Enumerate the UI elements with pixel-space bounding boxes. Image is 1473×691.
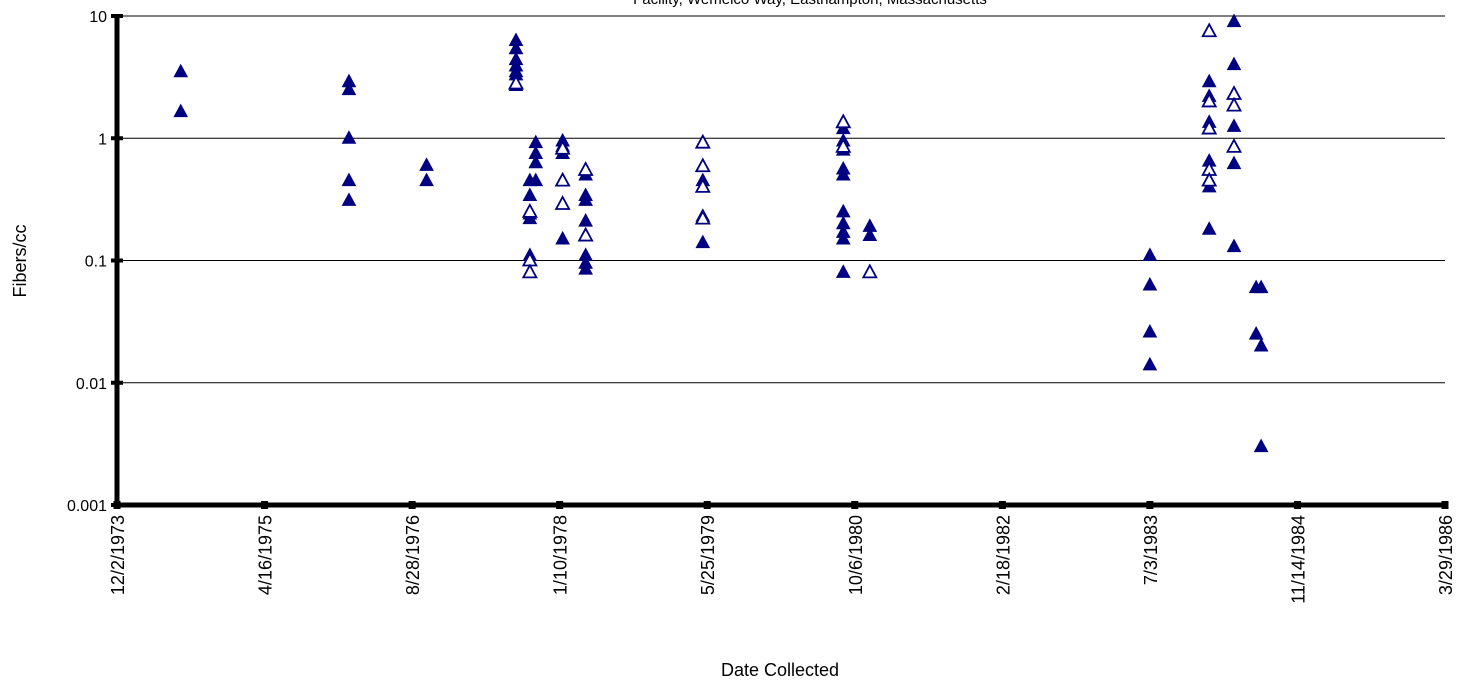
- data-point-open-triangle: [554, 139, 571, 155]
- data-point-filled-triangle: [1142, 323, 1158, 338]
- data-point-open-triangle: [694, 209, 711, 225]
- y-tick-label: 0.001: [67, 498, 107, 515]
- data-point-filled-triangle: [1248, 326, 1264, 340]
- x-tick-mark: [1441, 501, 1449, 509]
- data-point-filled-triangle: [578, 261, 593, 275]
- data-point-filled-triangle: [419, 157, 434, 171]
- data-point-open-triangle: [521, 263, 538, 279]
- y-tick-label: 0.01: [76, 376, 107, 393]
- data-point-open-triangle: [1201, 119, 1218, 135]
- x-tick-mark: [1293, 501, 1301, 509]
- data-point-open-triangle: [1201, 171, 1218, 187]
- data-point-open-triangle: [861, 263, 878, 279]
- x-tick-mark: [1146, 501, 1154, 509]
- data-point-open-triangle: [507, 74, 525, 90]
- x-tick-mark: [408, 501, 416, 509]
- data-point-open-triangle: [694, 133, 711, 149]
- x-tick-mark: [998, 501, 1006, 509]
- data-point-filled-triangle: [1253, 337, 1269, 352]
- data-point-open-triangle: [577, 226, 594, 242]
- data-point-filled-triangle: [1142, 247, 1158, 261]
- data-point-filled-triangle: [341, 130, 357, 144]
- x-tick-mark: [851, 501, 859, 509]
- chart-title: Facility, Wemelco Way, Easthampton, Mass…: [633, 0, 987, 8]
- data-point-filled-triangle: [419, 172, 434, 187]
- data-point-filled-triangle: [1253, 438, 1269, 453]
- data-point-filled-triangle: [1142, 276, 1158, 291]
- data-point-filled-triangle: [835, 167, 851, 181]
- x-tick-mark: [556, 501, 564, 509]
- x-tick-label: 12/2/1973: [108, 515, 128, 595]
- x-tick-label: 7/3/1983: [1141, 515, 1161, 585]
- data-point-filled-triangle: [1226, 238, 1242, 253]
- x-tick-label: 1/10/1978: [551, 515, 571, 595]
- x-tick-label: 4/16/1975: [256, 515, 276, 595]
- data-point-filled-triangle: [528, 154, 544, 169]
- data-point-open-triangle: [694, 178, 711, 193]
- data-point-filled-triangle: [522, 187, 538, 202]
- x-tick-label: 11/14/1984: [1288, 515, 1308, 604]
- data-point-filled-triangle: [173, 103, 189, 118]
- x-tick-label: 2/18/1982: [993, 515, 1013, 595]
- data-point-filled-triangle: [1201, 221, 1217, 235]
- data-point-filled-triangle: [528, 172, 544, 187]
- x-tick-label: 8/28/1976: [403, 515, 423, 595]
- data-point-filled-triangle: [341, 172, 357, 187]
- data-point-filled-triangle: [1201, 73, 1217, 88]
- data-point-filled-triangle: [835, 230, 851, 245]
- data-point-filled-triangle: [862, 227, 878, 242]
- data-point-filled-triangle: [555, 230, 570, 245]
- data-point-open-triangle: [577, 161, 594, 176]
- x-tick-mark: [261, 501, 269, 509]
- data-point-open-triangle: [1201, 22, 1218, 38]
- x-tick-mark: [703, 501, 711, 509]
- data-point-open-triangle: [554, 171, 571, 187]
- data-point-open-triangle: [554, 195, 571, 210]
- data-point-open-triangle: [1225, 137, 1243, 153]
- y-tick-label: 10: [89, 9, 107, 26]
- data-point-filled-triangle: [578, 213, 593, 227]
- data-point-filled-triangle: [1226, 13, 1242, 28]
- x-axis-title: Date Collected: [721, 660, 839, 680]
- data-point-filled-triangle: [578, 192, 593, 206]
- data-points: [173, 13, 1269, 453]
- data-point-filled-triangle: [341, 192, 357, 206]
- data-point-filled-triangle: [1226, 155, 1242, 170]
- x-tick-mark: [113, 501, 121, 509]
- data-point-filled-triangle: [173, 63, 189, 78]
- grid-lines: [117, 15, 1445, 384]
- x-tick-label: 3/29/1986: [1436, 515, 1456, 595]
- data-point-open-triangle: [835, 137, 852, 153]
- data-point-filled-triangle: [695, 234, 711, 249]
- data-point-filled-triangle: [1142, 356, 1158, 371]
- data-point-filled-triangle: [1226, 56, 1242, 71]
- data-point-filled-triangle: [341, 81, 357, 96]
- data-point-open-triangle: [1225, 96, 1243, 112]
- x-tick-label: 10/6/1980: [846, 515, 866, 595]
- y-tick-label: 0.1: [85, 254, 107, 271]
- data-point-filled-triangle: [835, 203, 851, 218]
- y-axis-title: Fibers/cc: [10, 224, 30, 297]
- data-point-open-triangle: [835, 113, 852, 129]
- data-point-filled-triangle: [1226, 118, 1242, 132]
- data-point-filled-triangle: [1253, 279, 1269, 294]
- data-point-open-triangle: [694, 157, 711, 173]
- x-tick-label: 5/25/1979: [698, 515, 718, 595]
- data-point-filled-triangle: [835, 264, 851, 278]
- data-point-open-triangle: [1201, 92, 1218, 108]
- data-point-open-triangle: [521, 202, 538, 218]
- y-tick-label: 1: [98, 131, 107, 148]
